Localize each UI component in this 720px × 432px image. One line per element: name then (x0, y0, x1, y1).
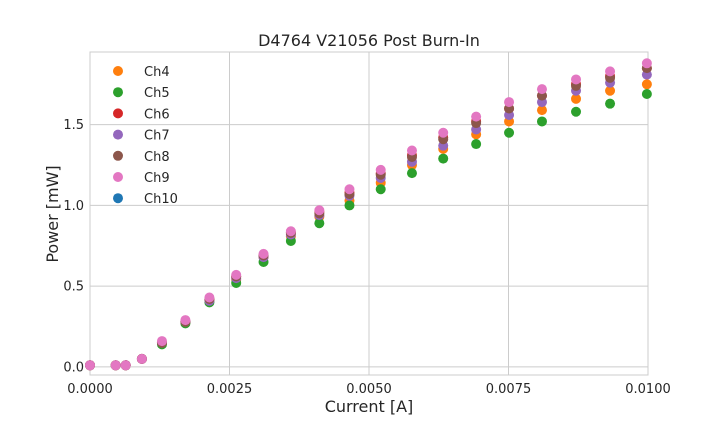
x-tick-label: 0.0000 (67, 382, 113, 397)
data-point (110, 360, 121, 371)
data-point (258, 248, 269, 259)
data-point (375, 164, 386, 175)
data-point (536, 84, 547, 95)
y-tick-label: 0.5 (63, 280, 84, 295)
data-point (605, 85, 616, 96)
data-point (314, 218, 325, 229)
legend-label: Ch9 (144, 171, 170, 186)
chart-title: D4764 V21056 Post Burn-In (258, 31, 480, 50)
data-point (314, 205, 325, 216)
y-axis-label: Power [mW] (43, 165, 62, 262)
data-point (438, 127, 449, 138)
data-point (571, 93, 582, 104)
data-point (285, 226, 296, 237)
data-point (571, 106, 582, 117)
data-point (136, 353, 147, 364)
data-point (120, 360, 131, 371)
legend-label: Ch8 (144, 150, 170, 165)
legend-marker (113, 108, 123, 119)
data-point (180, 315, 191, 326)
legend-label: Ch6 (144, 107, 170, 122)
data-point (605, 66, 616, 77)
x-tick-label: 0.0025 (207, 382, 253, 397)
data-points (85, 58, 652, 371)
data-point (504, 97, 515, 108)
data-point (504, 127, 515, 138)
legend-item-ch6: Ch6 (113, 107, 170, 122)
y-tick-label: 1.5 (63, 118, 84, 133)
legend-marker (113, 129, 123, 140)
series-ch9 (85, 58, 652, 371)
data-point (536, 116, 547, 127)
data-point (571, 74, 582, 85)
legend-marker (113, 66, 123, 76)
y-ticks: 0.0 0.5 1.0 1.5 (63, 118, 84, 375)
data-point (85, 360, 95, 371)
legend-label: Ch4 (144, 65, 170, 80)
data-point (536, 105, 547, 116)
data-point (438, 153, 449, 164)
data-point (375, 184, 386, 195)
legend-item-ch9: Ch9 (113, 171, 170, 186)
legend-marker (113, 193, 123, 204)
data-point (344, 184, 355, 195)
data-point (471, 139, 482, 150)
data-point (641, 88, 652, 99)
x-tick-label: 0.0100 (625, 382, 671, 397)
legend-item-ch7: Ch7 (113, 129, 170, 144)
data-point (156, 336, 167, 347)
data-point (641, 58, 652, 69)
data-point (471, 111, 482, 122)
data-point (231, 269, 242, 280)
data-point (406, 145, 417, 156)
legend-item-ch4: Ch4 (113, 65, 170, 80)
data-point (204, 292, 215, 303)
x-ticks: 0.0000 0.0025 0.0050 0.0075 0.0100 (67, 382, 671, 397)
grid (89, 52, 649, 375)
legend-marker (113, 87, 123, 98)
legend: Ch4 Ch5 Ch6 Ch7 Ch8 Ch9 Ch10 (113, 65, 178, 207)
x-axis-label: Current [A] (325, 397, 414, 416)
data-point (641, 79, 652, 90)
x-tick-label: 0.0050 (346, 382, 392, 397)
data-point (406, 168, 417, 179)
legend-label: Ch5 (144, 86, 170, 101)
legend-marker (113, 172, 123, 182)
y-tick-label: 0.0 (63, 360, 84, 375)
data-point (344, 200, 355, 211)
legend-label: Ch7 (144, 129, 170, 144)
legend-item-ch5: Ch5 (113, 86, 170, 101)
legend-label: Ch10 (144, 192, 178, 207)
legend-item-ch8: Ch8 (113, 150, 170, 165)
y-tick-label: 1.0 (63, 199, 84, 214)
x-tick-label: 0.0075 (486, 382, 532, 397)
legend-item-ch10: Ch10 (113, 192, 178, 207)
data-point (605, 98, 616, 109)
legend-marker (113, 150, 123, 161)
